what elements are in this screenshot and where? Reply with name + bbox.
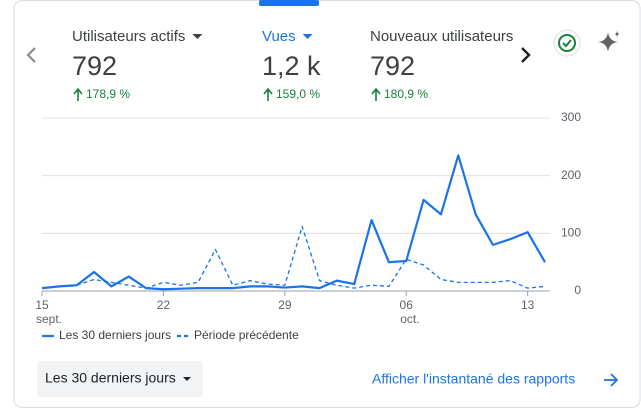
legend-label: Période précédente [194,328,299,342]
x-tick-label: 06 [400,298,414,312]
range-dropdown-label: Les 30 derniers jours [45,370,176,386]
x-tick-label: 15 [35,298,49,312]
metric-value: 792 [370,51,415,81]
metric-name: Vues [262,28,296,45]
legend-label: Les 30 derniers jours [59,328,171,342]
metric-caret [192,34,203,39]
x-tick-sublabel: oct. [400,312,419,326]
y-tick-label: 100 [561,226,581,240]
y-tick-label: 300 [561,110,581,124]
up-arrow [371,87,381,101]
x-tick-sublabel: sept. [36,312,62,326]
range-dropdown[interactable] [37,361,203,397]
metric-change: 180,9 % [384,87,428,101]
x-tick-label: 13 [521,298,535,312]
metric-change: 178,9 % [86,87,130,101]
metric-name: Nouveaux utilisateurs [370,28,513,45]
prev-arrow[interactable] [26,47,36,63]
up-arrow [263,87,273,101]
metric-value: 792 [72,51,117,81]
series-line [41,225,546,289]
selected-tab-indicator [259,0,319,6]
report-link[interactable]: Afficher l'instantané des rapports [372,371,575,387]
sparkle-icon[interactable] [598,30,620,52]
next-arrow[interactable] [521,47,531,63]
check-icon[interactable] [553,29,581,57]
link-arrow [604,373,619,387]
y-tick-label: 0 [574,283,581,297]
up-arrow [73,87,83,101]
x-tick-label: 29 [278,298,292,312]
card-border [13,0,641,408]
metric-value: 1,2 k [262,51,321,81]
metric-caret [302,34,313,39]
y-tick-label: 200 [561,168,581,182]
x-tick-label: 22 [157,298,171,312]
metric-change: 159,0 % [276,87,320,101]
series-line [41,154,546,291]
dropdown-caret [183,377,191,381]
metric-name: Utilisateurs actifs [72,28,185,45]
